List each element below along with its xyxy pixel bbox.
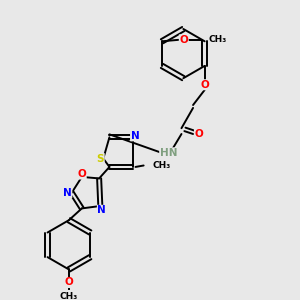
Text: O: O [200, 80, 209, 90]
Text: O: O [64, 278, 73, 287]
Text: CH₃: CH₃ [209, 35, 227, 44]
Text: N: N [98, 205, 106, 215]
Text: N: N [130, 131, 139, 141]
Text: CH₃: CH₃ [152, 161, 171, 170]
Text: N: N [63, 188, 72, 198]
Text: S: S [97, 154, 104, 164]
Text: O: O [179, 35, 188, 45]
Text: O: O [77, 169, 86, 179]
Text: O: O [194, 129, 203, 139]
Text: CH₃: CH₃ [60, 292, 78, 300]
Text: HN: HN [160, 148, 177, 158]
